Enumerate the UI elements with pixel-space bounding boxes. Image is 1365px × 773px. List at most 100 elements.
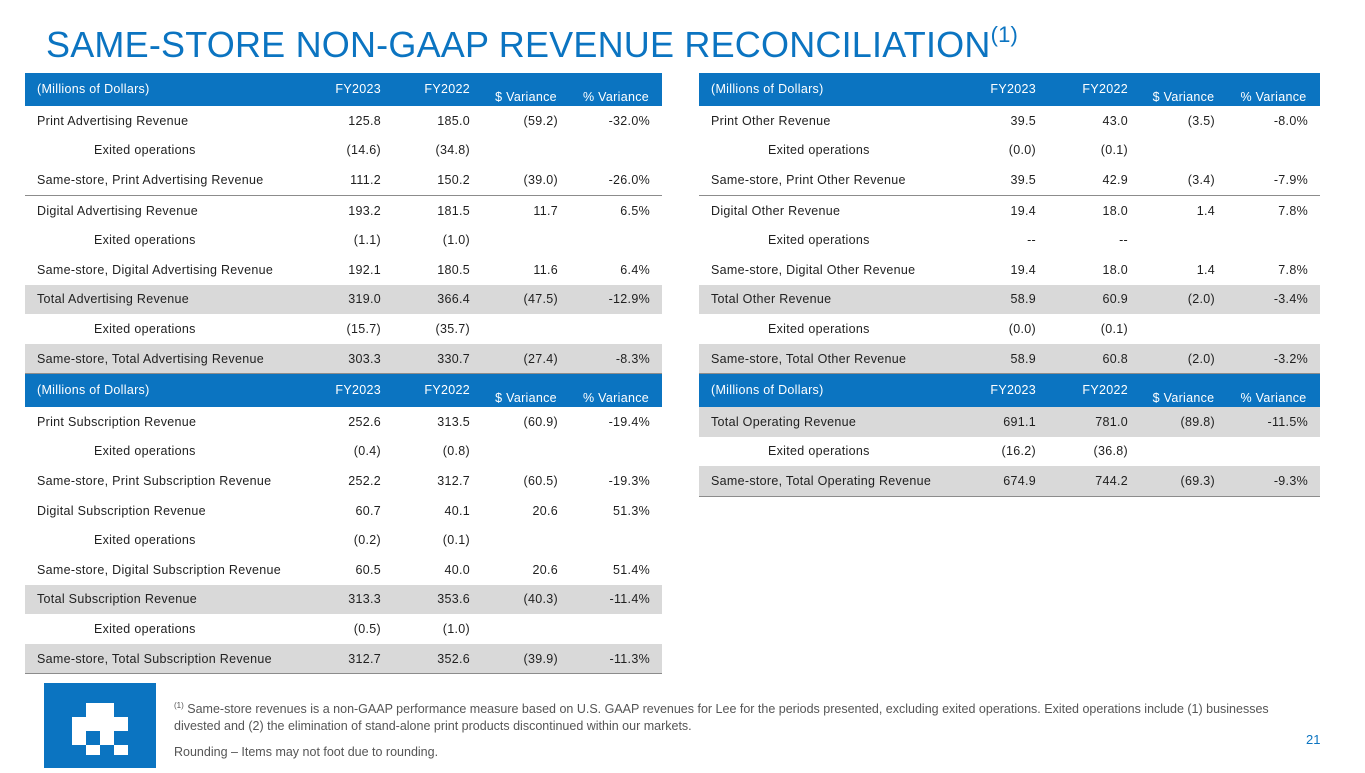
cell-fy2022: 40.1: [444, 503, 470, 518]
row-label: Exited operations: [768, 143, 870, 158]
cell-pct-variance: [570, 437, 662, 467]
cell-fy2022: 330.7: [393, 343, 482, 375]
cell-dollar-variance: [482, 437, 570, 467]
header-fy2023: FY2023: [297, 374, 393, 407]
table-row: Exited operations (0.2) (0.1): [25, 525, 662, 555]
cell-pct-variance: -9.3%: [1227, 466, 1320, 497]
table-row: Print Other Revenue 39.5 43.0 (3.5) -8.0%: [699, 106, 1320, 136]
cell-fy2023: 313.3: [297, 584, 393, 615]
cell-fy2023: 192.1: [348, 262, 381, 277]
cell-pct-variance: 7.8%: [1278, 203, 1308, 218]
footnote-marker: (1): [174, 701, 184, 710]
cell-dollar-variance: (69.3): [1140, 466, 1227, 497]
cell-fy2023: (16.2): [1001, 444, 1036, 459]
table-row: Same-store, Print Advertising Revenue 111…: [25, 165, 662, 196]
cell-fy2022: 185.0: [437, 113, 470, 128]
table-row: Exited operations (1.1) (1.0): [25, 225, 662, 255]
cell-dollar-variance: (39.0): [482, 165, 570, 196]
cell-pct-variance: [570, 225, 662, 255]
header-fy2023: FY2023: [961, 73, 1048, 106]
table-row: Print Subscription Revenue 252.6 313.5 (60.…: [25, 407, 662, 437]
row-label: Exited operations: [94, 621, 196, 636]
table-row: Total Advertising Revenue 319.0 366.4 (47.5…: [25, 284, 662, 315]
header-dollar-variance: $ Variance: [482, 73, 570, 106]
cell-fy2023: 111.2: [297, 165, 393, 196]
cell-pct-variance: -3.2%: [1227, 343, 1320, 375]
cell-dollar-variance: (59.2): [523, 113, 558, 128]
cell-fy2022: (36.8): [1093, 444, 1128, 459]
row-label: Same-store, Digital Advertising Revenue: [37, 262, 274, 277]
cell-fy2022: 312.7: [437, 473, 470, 488]
cell-fy2022: (35.7): [435, 321, 470, 336]
cell-pct-variance: 6.4%: [620, 262, 650, 277]
cell-pct-variance: [570, 525, 662, 555]
row-label: Exited operations: [94, 533, 196, 548]
row-label: Exited operations: [768, 321, 870, 336]
table-row: Exited operations (0.4) (0.8): [25, 437, 662, 467]
cell-pct-variance: [570, 614, 662, 644]
row-label: Same-store, Total Subscription Revenue: [25, 643, 297, 675]
row-label: Same-store, Print Other Revenue: [699, 165, 961, 196]
cell-dollar-variance: (2.0): [1140, 343, 1227, 375]
cell-fy2023: 19.4: [1010, 262, 1036, 277]
cell-dollar-variance: [1140, 225, 1227, 255]
row-label: Digital Subscription Revenue: [37, 503, 206, 518]
rounding-note: Rounding – Items may not foot due to rou…: [174, 745, 439, 759]
table-row: Digital Advertising Revenue 193.2 181.5 11.…: [25, 195, 662, 225]
row-label: Same-store, Print Subscription Revenue: [37, 473, 272, 488]
table-row: Total Other Revenue 58.9 60.9 (2.0) -3.4%: [699, 284, 1320, 315]
cell-fy2022: 352.6: [393, 643, 482, 675]
cell-dollar-variance: (60.9): [523, 414, 558, 429]
header-dollar-variance: $ Variance: [482, 374, 570, 407]
table-header-row: (Millions of Dollars) FY2023 FY2022 $ Va…: [699, 374, 1320, 407]
table-row: Exited operations (14.6) (34.8): [25, 136, 662, 166]
cell-fy2022: (0.8): [442, 444, 470, 459]
cell-fy2023: (0.4): [353, 444, 381, 459]
cell-dollar-variance: 20.6: [532, 562, 558, 577]
cell-fy2023: (14.6): [346, 143, 381, 158]
cell-dollar-variance: 1.4: [1196, 262, 1215, 277]
cell-fy2022: 42.9: [1048, 165, 1140, 196]
cell-fy2022: 313.5: [437, 414, 470, 429]
cell-pct-variance: 51.4%: [613, 562, 650, 577]
cell-pct-variance: [570, 136, 662, 166]
header-fy2023: FY2023: [961, 374, 1048, 407]
row-label: Exited operations: [94, 233, 196, 248]
cell-fy2022: 180.5: [437, 262, 470, 277]
cell-fy2023: (0.5): [353, 621, 381, 636]
cell-fy2023: 58.9: [961, 284, 1048, 315]
header-fy2022: FY2022: [393, 374, 482, 407]
cell-fy2023: (0.2): [353, 533, 381, 548]
cell-dollar-variance: [1140, 314, 1227, 344]
row-label: Exited operations: [768, 444, 870, 459]
cell-dollar-variance: (3.4): [1140, 165, 1227, 196]
cell-fy2022: 60.9: [1048, 284, 1140, 315]
row-label: Print Other Revenue: [711, 113, 831, 128]
cell-fy2022: (34.8): [435, 143, 470, 158]
cell-dollar-variance: 11.7: [533, 203, 558, 218]
cell-fy2023: 252.2: [348, 473, 381, 488]
footnote-text: Same-store revenues is a non-GAAP perfor…: [174, 702, 1269, 734]
cell-dollar-variance: [482, 136, 570, 166]
cell-pct-variance: -7.9%: [1227, 165, 1320, 196]
cell-fy2023: (0.0): [1008, 143, 1036, 158]
header-fy2023: FY2023: [297, 73, 393, 106]
cell-pct-variance: -26.0%: [570, 165, 662, 196]
cell-dollar-variance: (27.4): [482, 343, 570, 375]
cell-dollar-variance: 20.6: [532, 503, 558, 518]
cell-dollar-variance: [482, 314, 570, 344]
row-label: Same-store, Digital Subscription Revenue: [37, 562, 282, 577]
cell-dollar-variance: [482, 525, 570, 555]
cell-pct-variance: -32.0%: [608, 113, 650, 128]
other-revenue-table: (Millions of Dollars) FY2023 FY2022 $ Va…: [699, 73, 1320, 375]
row-label: Total Advertising Revenue: [25, 284, 297, 315]
row-label: Print Advertising Revenue: [37, 113, 189, 128]
row-label: Total Subscription Revenue: [25, 584, 297, 615]
table-row: Exited operations (16.2) (36.8): [699, 437, 1320, 467]
cell-fy2022: 150.2: [393, 165, 482, 196]
subscription-revenue-table: (Millions of Dollars) FY2023 FY2022 $ Va…: [25, 374, 662, 675]
table-row: Same-store, Total Subscription Revenue 31…: [25, 643, 662, 675]
cell-fy2023: 691.1: [961, 407, 1048, 437]
operating-revenue-table: (Millions of Dollars) FY2023 FY2022 $ Va…: [699, 374, 1320, 497]
table-row: Digital Other Revenue 19.4 18.0 1.4 7.8%: [699, 195, 1320, 225]
